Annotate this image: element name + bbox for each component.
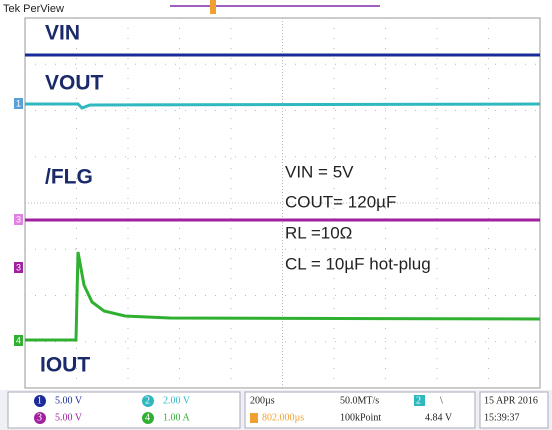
scope-screen: Tek PerView VIN VOUT /FLG IOUT VIN = 5V … bbox=[0, 0, 552, 430]
label-vout: VOUT bbox=[45, 72, 104, 95]
date: 15 APR 2016 bbox=[484, 395, 538, 406]
ch-id: 2 bbox=[145, 395, 150, 406]
timebase: 200µs bbox=[250, 395, 275, 406]
sample-rate: 50.0MT/s bbox=[340, 395, 379, 406]
brand: Tek PerView bbox=[3, 3, 64, 15]
ch-scale: 1.00 A bbox=[163, 412, 190, 423]
position: 802.000µs bbox=[262, 412, 304, 423]
ch-id: 1 bbox=[37, 395, 42, 406]
marker: 4 bbox=[16, 335, 21, 345]
marker: 3 bbox=[16, 214, 21, 224]
note: VIN = 5V bbox=[285, 162, 354, 181]
trigger-channel: 2 bbox=[416, 395, 421, 406]
record-length: 100kPoint bbox=[340, 412, 381, 423]
label-iout: IOUT bbox=[40, 354, 90, 377]
note: RL =10Ω bbox=[285, 223, 352, 242]
trigger-pos bbox=[210, 0, 216, 14]
time: 15:39:37 bbox=[484, 412, 520, 423]
ch-scale: 5.00 V bbox=[55, 395, 83, 406]
trigger-level: 4.84 V bbox=[425, 412, 453, 423]
note: COUT= 120µF bbox=[285, 192, 396, 211]
ch-scale: 5.00 V bbox=[55, 412, 83, 423]
label-flg: /FLG bbox=[45, 166, 93, 189]
marker: 3 bbox=[16, 262, 21, 272]
marker: 1 bbox=[16, 98, 21, 108]
trigger-slope: \ bbox=[440, 395, 443, 406]
ch-id: 3 bbox=[37, 412, 42, 423]
ch-scale: 2.00 V bbox=[163, 395, 191, 406]
note: CL = 10µF hot-plug bbox=[285, 254, 431, 273]
label-vin: VIN bbox=[45, 22, 80, 45]
ch-id: 4 bbox=[145, 412, 150, 423]
